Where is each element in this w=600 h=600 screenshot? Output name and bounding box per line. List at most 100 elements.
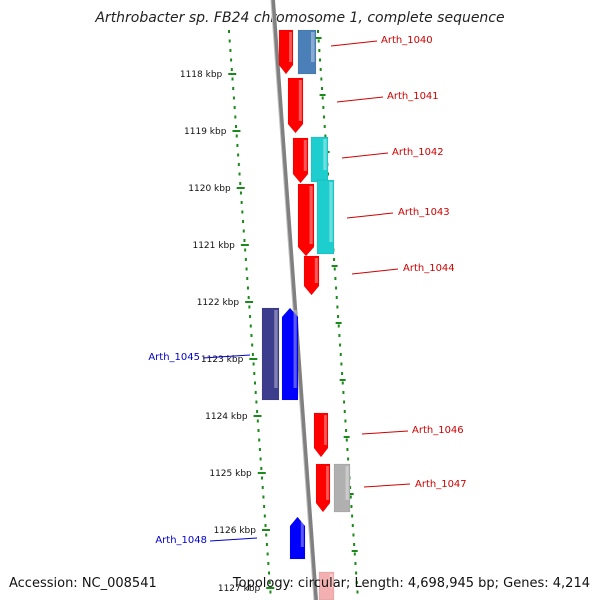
left-dotted-guide bbox=[237, 163, 240, 166]
left-dotted-guide bbox=[263, 505, 266, 508]
left-dotted-guide bbox=[250, 334, 253, 337]
gene-arrow-highlight bbox=[326, 466, 329, 500]
gene-label[interactable]: Arth_1041 bbox=[387, 91, 439, 102]
right-dotted-guide bbox=[334, 277, 337, 280]
left-dotted-guide bbox=[261, 486, 264, 489]
left-dotted-guide bbox=[244, 258, 247, 261]
left-dotted-guide bbox=[232, 87, 235, 90]
left-dotted-guide bbox=[241, 210, 244, 214]
gene-arrow-highlight bbox=[298, 80, 302, 121]
right-dotted-guide bbox=[343, 400, 346, 404]
left-dotted-guide bbox=[258, 438, 261, 442]
gene-arrow-highlight bbox=[323, 139, 327, 170]
right-dotted-guide bbox=[320, 77, 323, 81]
gene-arrow-highlight bbox=[310, 32, 315, 62]
left-dotted-guide bbox=[253, 372, 256, 375]
gene-arrow-forward[interactable] bbox=[313, 412, 329, 458]
gene-arrow-reverse[interactable] bbox=[281, 307, 299, 401]
left-dotted-guide bbox=[258, 448, 261, 451]
scale-tick-label: 1126 kbp bbox=[214, 526, 257, 536]
right-dotted-guide bbox=[317, 30, 319, 33]
gene-arrow-highlight bbox=[329, 182, 333, 242]
left-dotted-guide bbox=[248, 305, 251, 309]
scale-tick-label: 1125 kbp bbox=[209, 469, 252, 479]
map-title: Arthrobacter sp. FB24 chromosome 1, comp… bbox=[95, 10, 505, 26]
gene-arrow-highlight bbox=[329, 574, 333, 588]
scale-tick-label: 1124 kbp bbox=[205, 412, 248, 422]
right-dotted-guide bbox=[354, 562, 357, 565]
right-dotted-guide bbox=[346, 448, 349, 451]
right-dotted-guide bbox=[353, 543, 356, 546]
left-dotted-guide bbox=[236, 144, 239, 147]
gene-label[interactable]: Arth_1045 bbox=[148, 352, 200, 363]
left-dotted-guide bbox=[261, 476, 264, 480]
gene-arrow-reverse-navy[interactable] bbox=[261, 307, 280, 401]
right-dotted-guide bbox=[351, 524, 354, 527]
right-dotted-guide bbox=[339, 353, 342, 356]
right-dotted-guide bbox=[336, 305, 339, 309]
gene-arrow-forward[interactable] bbox=[292, 137, 309, 184]
left-dotted-guide bbox=[235, 125, 238, 128]
left-dotted-guide bbox=[260, 467, 263, 470]
gene-label[interactable]: Arth_1040 bbox=[381, 35, 433, 46]
left-dotted-guide bbox=[247, 296, 250, 299]
right-dotted-guide bbox=[323, 115, 326, 119]
gene-arrow-forward[interactable] bbox=[303, 255, 320, 296]
right-dotted-guide bbox=[340, 362, 343, 366]
right-dotted-guide bbox=[321, 87, 324, 90]
gene-label[interactable]: Arth_1043 bbox=[398, 207, 450, 218]
gene-arrow-forward-partial[interactable] bbox=[318, 571, 335, 600]
gene-label-leader bbox=[363, 483, 411, 488]
gene-arrow-forward[interactable] bbox=[297, 183, 315, 257]
left-dotted-guide bbox=[252, 362, 255, 366]
gene-label[interactable]: Arth_1046 bbox=[412, 425, 464, 436]
gene-arrow-gray[interactable] bbox=[333, 463, 351, 513]
left-dotted-guide bbox=[229, 49, 232, 52]
left-dotted-guide bbox=[264, 524, 267, 527]
gene-arrow-steelblue[interactable] bbox=[297, 29, 317, 75]
left-dotted-guide bbox=[231, 77, 234, 81]
gene-label-leader bbox=[351, 268, 399, 275]
left-dotted-guide bbox=[251, 343, 254, 347]
right-dotted-guide bbox=[355, 571, 358, 575]
left-dotted-guide bbox=[266, 552, 269, 556]
right-dotted-guide bbox=[335, 286, 338, 290]
genome-backbone bbox=[271, 0, 318, 600]
right-dotted-guide bbox=[350, 505, 353, 508]
right-dotted-guide bbox=[342, 391, 345, 394]
gene-arrow-forward[interactable] bbox=[278, 29, 294, 75]
gene-label[interactable]: Arth_1042 bbox=[392, 147, 444, 158]
gene-arrow-cyan[interactable] bbox=[316, 179, 335, 255]
gene-arrow-reverse[interactable] bbox=[289, 516, 306, 560]
gene-label-leader bbox=[361, 430, 409, 435]
gene-arrow-highlight bbox=[303, 140, 307, 171]
left-dotted-guide bbox=[242, 220, 245, 223]
left-dotted-guide bbox=[268, 581, 271, 584]
gene-label[interactable]: Arth_1048 bbox=[155, 535, 207, 546]
gene-label[interactable]: Arth_1044 bbox=[403, 263, 455, 274]
left-dotted-guide bbox=[235, 134, 238, 138]
left-dotted-guide bbox=[256, 410, 259, 413]
left-dotted-guide bbox=[268, 571, 271, 575]
left-dotted-guide bbox=[262, 495, 265, 499]
gene-arrow-forward[interactable] bbox=[315, 463, 331, 513]
gene-label[interactable]: Arth_1047 bbox=[415, 479, 467, 490]
right-dotted-guide bbox=[321, 96, 324, 100]
left-dotted-guide bbox=[239, 191, 242, 195]
gene-arrow-highlight bbox=[324, 415, 327, 445]
left-dotted-guide bbox=[269, 590, 272, 594]
gene-label-leader bbox=[346, 212, 394, 219]
right-dotted-guide bbox=[339, 343, 342, 347]
left-dotted-guide bbox=[249, 324, 252, 328]
gene-arrow-forward[interactable] bbox=[287, 77, 304, 134]
right-dotted-guide bbox=[317, 39, 320, 43]
right-dotted-guide bbox=[347, 457, 350, 461]
gene-label-leader bbox=[202, 354, 251, 359]
left-dotted-guide bbox=[240, 201, 243, 204]
left-dotted-guide bbox=[265, 543, 268, 546]
right-dotted-guide bbox=[352, 533, 355, 537]
left-dotted-guide bbox=[254, 391, 257, 394]
right-dotted-guide bbox=[323, 125, 326, 128]
gene-arrow-highlight bbox=[289, 32, 292, 62]
